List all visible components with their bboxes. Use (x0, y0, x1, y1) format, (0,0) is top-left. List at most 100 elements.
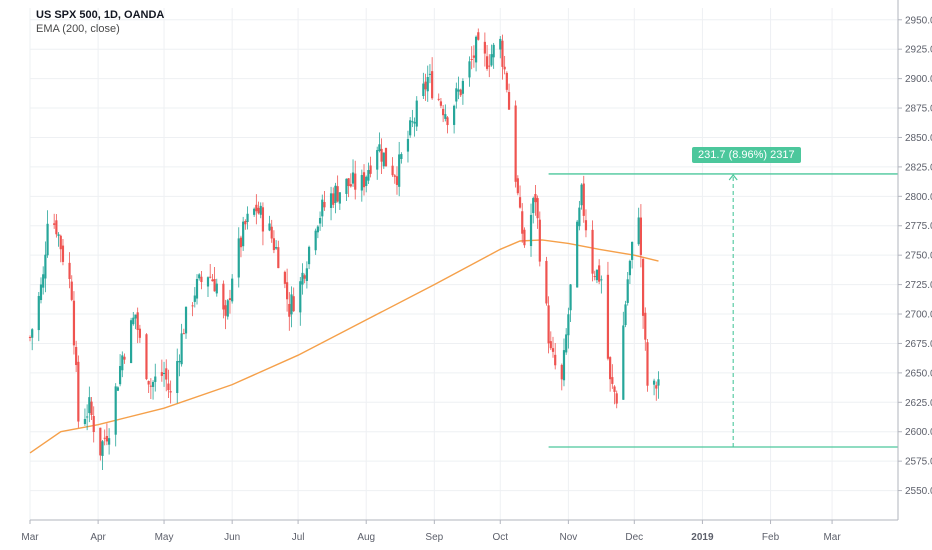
x-tick-label: Jul (292, 532, 305, 543)
candle-body (28, 336, 32, 338)
candle-body (44, 254, 47, 279)
indicator-label: EMA (200, close) (36, 23, 120, 35)
candle-body (501, 40, 504, 67)
candle-body (534, 194, 537, 203)
candle-body (105, 435, 109, 442)
candle-body (226, 300, 229, 317)
candle-body (622, 325, 625, 400)
candle-body (169, 391, 172, 393)
candle-body (459, 89, 462, 96)
candle-body (114, 386, 117, 435)
candle-body (72, 300, 76, 346)
candle-body (437, 98, 440, 100)
candle-body (474, 36, 478, 63)
candle-body (593, 276, 596, 278)
candle-body (42, 274, 45, 288)
candle-body (422, 83, 425, 97)
candle-body (400, 154, 403, 159)
candle-body (485, 56, 489, 69)
candle-body (176, 361, 179, 393)
candle-body (453, 105, 456, 125)
candle-body (206, 277, 210, 287)
candle-body (182, 333, 185, 335)
candle-body (598, 265, 601, 282)
candle-body (224, 305, 227, 316)
candle-body (162, 372, 166, 375)
candle-body (318, 217, 322, 224)
candle-body (200, 276, 203, 283)
candle-body (657, 379, 660, 386)
candle-body (378, 144, 381, 152)
candle-body (165, 368, 168, 380)
candle-body (53, 223, 56, 225)
measure-arrow-head-icon (728, 173, 738, 181)
candle-body (259, 205, 262, 215)
candle-body (39, 284, 43, 301)
candle-body (184, 306, 188, 334)
candle-body (382, 152, 385, 167)
candle-body (180, 333, 183, 365)
candle-body (380, 148, 383, 162)
candle-body (600, 279, 603, 281)
candle-body (461, 80, 465, 94)
x-tick-label: 2019 (691, 532, 714, 543)
grid-lines (29, 8, 898, 520)
candle-body (606, 274, 610, 359)
candle-body (75, 347, 78, 366)
candle-body (477, 32, 480, 40)
candle-body (61, 245, 65, 262)
candle-body (154, 376, 157, 382)
candle-body (567, 314, 570, 336)
candle-body (505, 72, 508, 90)
y-tick-label: 2875.0 (905, 104, 932, 115)
measure-label[interactable]: 231.7 (8.96%) 2317 (692, 146, 801, 163)
measure-tool[interactable] (548, 173, 898, 448)
candle-body (31, 329, 34, 338)
candle-body (409, 120, 412, 136)
candle-body (90, 401, 93, 416)
candle-body (582, 183, 585, 216)
candle-body (536, 198, 539, 219)
candle-body (167, 383, 170, 391)
candle-body (369, 165, 372, 174)
candle-body (362, 172, 366, 188)
ema-200-line (29, 239, 659, 454)
candle-body (277, 247, 280, 269)
candle-body (288, 303, 291, 317)
time-axis[interactable]: Mar Apr May Jun Jul Aug Sep Oct Nov Dec 2019 Feb Mar (21, 519, 898, 543)
candle-body (301, 272, 304, 285)
candle-body (395, 176, 399, 185)
candle-body (628, 260, 632, 276)
candle-body (257, 207, 260, 214)
candle-body (468, 61, 471, 78)
candle-body (211, 279, 214, 282)
y-tick-label: 2575.0 (905, 457, 932, 468)
candle-body (393, 175, 396, 177)
candle-body (472, 55, 475, 58)
candle-body (329, 193, 333, 208)
candle-body (516, 178, 519, 194)
candle-body (551, 348, 555, 352)
candle-body (637, 217, 640, 245)
candle-body (488, 65, 491, 67)
candle-body (584, 220, 588, 231)
candle-body (641, 259, 645, 316)
candle-body (242, 221, 245, 247)
candle-body (345, 178, 348, 194)
candle-body (406, 139, 410, 152)
candle-body (86, 416, 89, 418)
candle-body (268, 223, 271, 231)
y-tick-label: 2800.0 (905, 192, 932, 203)
candle-body (147, 380, 150, 385)
y-tick-label: 2600.0 (905, 427, 932, 438)
candle-body (213, 279, 216, 292)
y-tick-label: 2950.0 (905, 15, 932, 26)
x-tick-label: Feb (762, 532, 780, 543)
candle-body (323, 201, 326, 208)
price-axis[interactable]: 2550.0 2575.0 2600.0 2625.0 2650.0 2675.0 2700… (897, 0, 932, 520)
candle-body (136, 312, 139, 330)
candle-body (631, 241, 634, 260)
x-tick-label: May (155, 532, 174, 543)
y-tick-label: 2825.0 (905, 162, 932, 173)
